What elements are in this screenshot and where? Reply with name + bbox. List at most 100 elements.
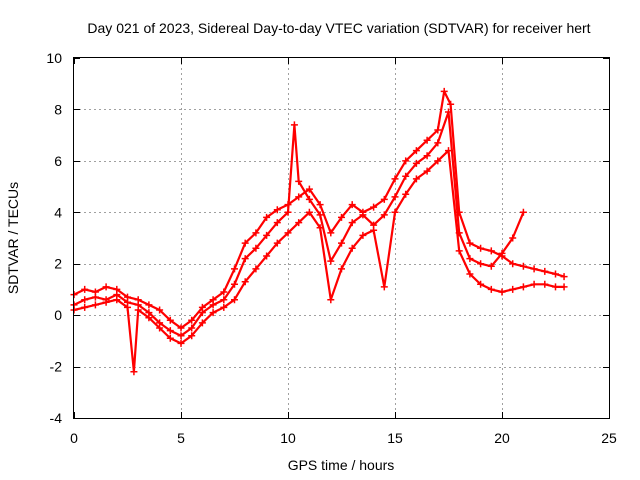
series-track-1 <box>70 87 568 332</box>
data-point-marker <box>209 309 217 317</box>
data-point-marker <box>252 244 260 252</box>
series-line <box>72 110 525 337</box>
data-point-marker <box>445 108 452 116</box>
data-point-marker <box>241 255 249 263</box>
data-point-marker <box>380 211 388 219</box>
data-point-marker <box>391 175 399 183</box>
data-point-marker <box>241 278 249 286</box>
data-point-marker <box>402 172 410 180</box>
data-point-marker <box>316 224 324 232</box>
grid-layer <box>74 58 609 418</box>
x-tick-label: 5 <box>177 430 185 446</box>
data-point-marker <box>509 285 517 293</box>
data-point-marker <box>284 208 292 216</box>
data-point-marker <box>370 226 378 234</box>
x-tick-label: 20 <box>494 430 510 446</box>
data-point-marker <box>188 324 196 332</box>
data-point-marker <box>380 283 388 291</box>
data-point-marker <box>188 332 196 340</box>
data-point-marker <box>305 195 313 203</box>
data-point-marker <box>295 177 303 185</box>
data-point-marker <box>509 234 517 242</box>
data-point-marker <box>305 208 313 216</box>
data-point-marker <box>391 208 399 216</box>
data-point-marker <box>434 139 442 147</box>
data-point-marker <box>423 167 431 175</box>
series-layer <box>70 87 568 376</box>
data-point-marker <box>263 213 271 221</box>
data-point-marker <box>273 239 281 247</box>
data-point-marker <box>305 185 313 193</box>
y-axis-label: SDTVAR / TECUs <box>5 182 21 294</box>
data-point-marker <box>295 193 303 201</box>
data-point-marker <box>455 247 463 255</box>
tick-label-layer: 0 5 10 15 20 25 -4 -2 0 2 4 6 8 10 <box>46 50 617 446</box>
x-tick-label: 25 <box>601 430 617 446</box>
data-point-marker <box>81 285 89 293</box>
data-point-marker <box>487 285 495 293</box>
chart-title: Day 021 of 2023, Sidereal Day-to-day VTE… <box>87 20 590 36</box>
data-point-marker <box>209 301 217 309</box>
data-point-marker <box>134 306 142 314</box>
x-tick-label: 15 <box>387 430 403 446</box>
data-point-marker <box>477 244 485 252</box>
data-point-marker <box>316 201 324 209</box>
data-point-marker <box>560 283 568 291</box>
data-point-marker <box>145 314 153 322</box>
data-point-marker <box>412 147 420 155</box>
data-point-marker <box>466 270 474 278</box>
y-tick-label: -2 <box>50 359 63 375</box>
data-point-marker <box>530 280 538 288</box>
y-tick-label: -4 <box>50 410 63 426</box>
data-point-marker <box>220 288 228 296</box>
data-point-marker <box>560 273 568 281</box>
data-point-marker <box>263 231 271 239</box>
data-point-marker <box>338 239 345 247</box>
data-point-marker <box>391 193 399 201</box>
data-point-marker <box>327 229 335 237</box>
data-point-marker <box>423 152 431 160</box>
data-point-marker <box>231 296 238 304</box>
data-point-marker <box>447 100 455 108</box>
data-point-marker <box>423 136 431 144</box>
y-tick-label: 0 <box>54 307 62 323</box>
data-point-marker <box>440 87 448 95</box>
data-point-marker <box>188 316 196 324</box>
data-point-marker <box>552 270 559 278</box>
data-point-marker <box>241 239 249 247</box>
data-point-marker <box>177 332 185 340</box>
data-point-marker <box>102 283 110 291</box>
data-point-marker <box>519 262 527 270</box>
data-point-marker <box>348 219 356 227</box>
series-track-3 <box>70 147 568 376</box>
data-point-marker <box>348 244 356 252</box>
data-point-marker <box>156 306 164 314</box>
data-point-marker <box>263 252 271 260</box>
y-tick-label: 4 <box>54 204 62 220</box>
data-point-marker <box>81 296 89 304</box>
data-point-marker <box>445 147 452 155</box>
data-point-marker <box>231 280 238 288</box>
data-point-marker <box>434 126 442 134</box>
data-point-marker <box>434 157 442 165</box>
data-point-marker <box>487 247 495 255</box>
data-point-marker <box>380 195 388 203</box>
data-point-marker <box>530 265 538 273</box>
data-point-marker <box>552 283 559 291</box>
data-point-marker <box>220 303 228 311</box>
data-point-marker <box>220 296 228 304</box>
data-point-marker <box>412 159 420 167</box>
data-point-marker <box>198 309 206 317</box>
data-point-marker <box>541 280 549 288</box>
data-point-marker <box>177 339 185 347</box>
y-tick-label: 8 <box>54 101 62 117</box>
data-point-marker <box>166 316 174 324</box>
data-point-marker <box>338 265 345 273</box>
data-point-marker <box>295 219 303 227</box>
data-point-marker <box>284 229 292 237</box>
data-point-marker <box>252 229 260 237</box>
data-point-marker <box>102 298 110 306</box>
y-tick-label: 6 <box>54 153 62 169</box>
